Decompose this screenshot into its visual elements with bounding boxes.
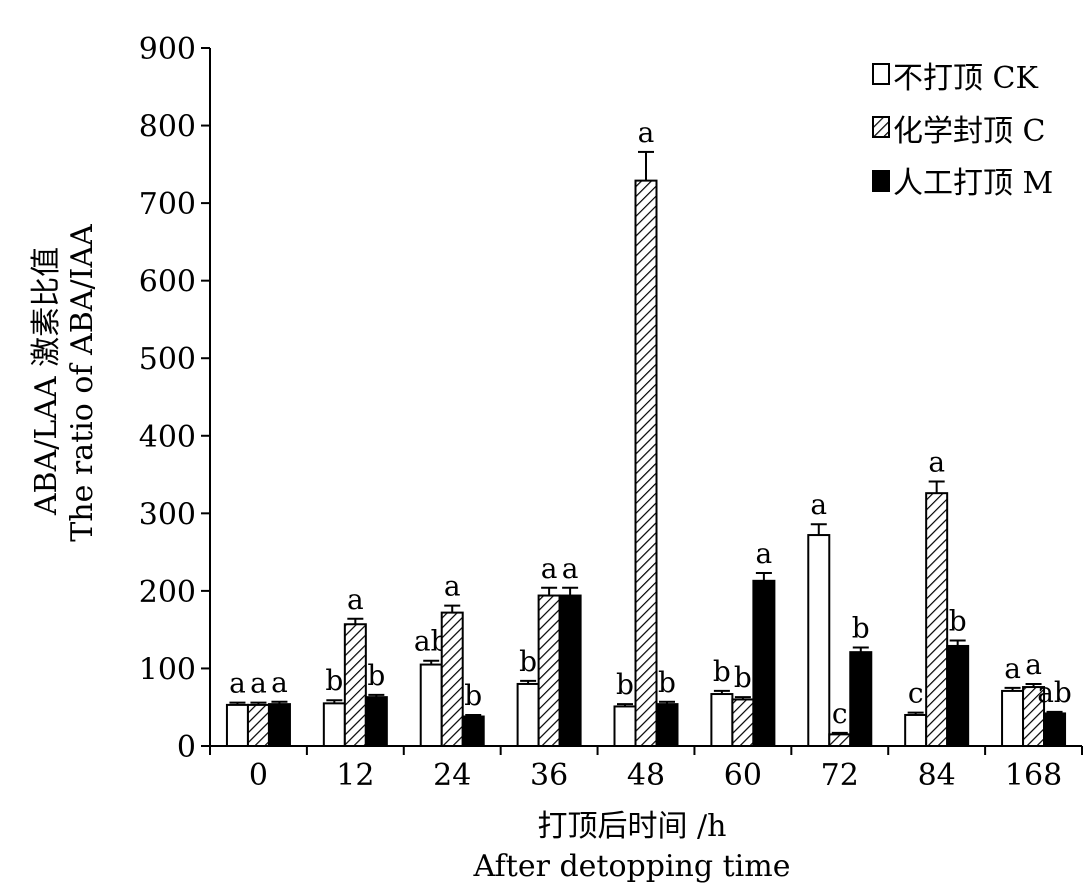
bar [537,594,561,748]
bar [1043,712,1067,748]
bar [946,644,970,747]
bar [634,179,658,747]
significance-label: b [734,661,752,694]
bar [558,594,582,748]
legend-swatch-c [872,116,890,138]
x-tick-label: 24 [433,758,471,793]
x-tick-label: 36 [530,758,568,793]
bar [925,492,949,747]
y-tick-label: 400 [139,420,196,455]
significance-label: ab [1037,676,1072,709]
legend-label-m: 人工打顶 M [893,166,1053,201]
x-tick-label: 48 [627,758,665,793]
bar [710,693,734,748]
x-tick-label: 168 [1005,758,1062,793]
x-tick-label: 12 [336,758,374,793]
significance-label: b [367,659,385,692]
significance-label: a [756,537,773,570]
significance-label: c [908,677,924,710]
x-tick-label: 72 [821,758,859,793]
y-axis-title: ABA/LAA 激素比值 [29,247,64,516]
bar [731,698,755,748]
significance-label: a [928,446,945,479]
bar [440,611,464,747]
x-tick-label: 0 [249,758,268,793]
significance-label: a [1025,648,1042,681]
bar [807,534,831,747]
bar [1001,689,1025,747]
y-tick-label: 200 [139,575,196,610]
legend: 不打顶 CK 化学封顶 C 人工打顶 M [872,61,1053,201]
bar [752,579,776,747]
bar [225,703,249,748]
significance-label: a [444,570,461,603]
bar [364,696,388,748]
bar [419,663,443,747]
significance-label: c [832,697,848,730]
bar [516,682,540,748]
bar [322,702,346,747]
legend-swatch-ck [872,63,890,85]
y-tick-label: 900 [139,32,196,67]
y-axis-title-en: The ratio of ABA/IAA [65,224,100,542]
x-axis-title-en: After detopping time [473,849,791,884]
y-tick-label: 0 [177,730,196,765]
bar [343,623,367,748]
significance-label: a [1004,652,1021,685]
legend-swatch-m [872,170,890,192]
y-tick-label: 100 [139,652,196,687]
significance-label: b [852,612,870,645]
bar [461,715,485,747]
significance-label: b [464,679,482,712]
bar [904,713,928,748]
significance-label: a [638,116,655,149]
bar [267,703,291,747]
legend-label-ck: 不打顶 CK [893,61,1038,96]
significance-label: b [325,664,343,697]
axes-layer: 0 100 200 300 400 500 600 700 800 900 0 12 24 36 48 60 7… [139,32,1083,793]
y-axis-title-group: ABA/LAA 激素比值 [29,247,64,516]
significance-label: a [562,552,579,585]
y-axis-title-en-group: The ratio of ABA/IAA [65,224,100,542]
significance-label: a [271,666,288,699]
x-axis-title: 打顶后时间 /h [538,809,727,844]
legend-label-c: 化学封顶 C [893,114,1046,149]
bar [828,733,852,747]
bar [246,703,270,748]
significance-label: a [229,667,246,700]
x-tick-label: 84 [918,758,956,793]
bar [613,705,637,747]
significance-label: b [713,655,731,688]
significance-label: a [347,583,364,616]
y-tick-label: 800 [139,110,196,145]
significance-label: b [949,605,967,638]
bar [849,651,873,747]
bar [655,703,679,747]
significance-label: a [810,488,827,521]
significance-label: b [519,645,537,678]
y-tick-label: 600 [139,265,196,300]
y-tick-label: 300 [139,497,196,532]
significance-label: b [616,668,634,701]
y-tick-label: 500 [139,342,196,377]
y-tick-label: 700 [139,187,196,222]
x-tick-label: 60 [724,758,762,793]
significance-label: b [658,666,676,699]
significance-label: a [541,552,558,585]
significance-label: a [250,667,267,700]
